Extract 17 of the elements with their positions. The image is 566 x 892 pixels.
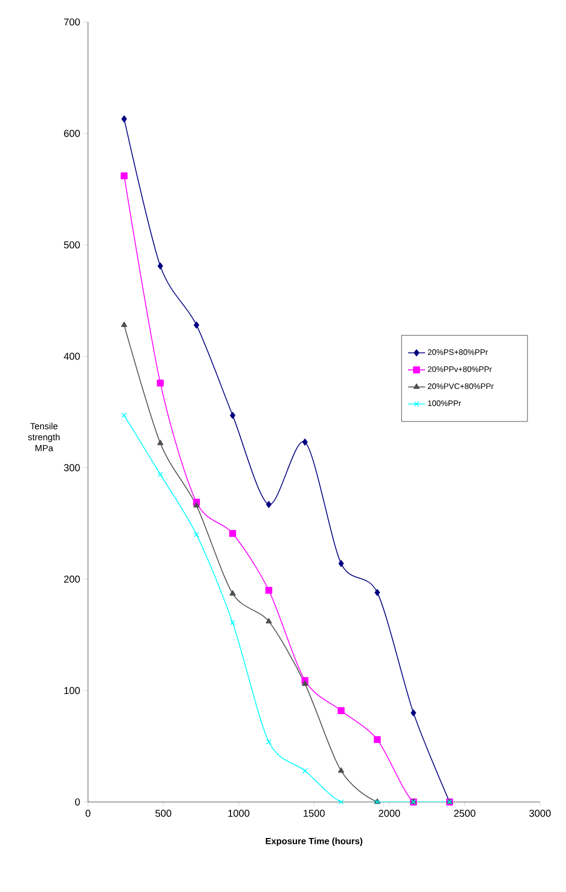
x-tick-label: 0 xyxy=(86,810,90,817)
x-tick-label: 500 xyxy=(155,810,172,817)
y-tick-label: 700 xyxy=(64,18,80,26)
y-axis-title: Tensile strength MPa xyxy=(28,422,60,452)
y-tick-label: 600 xyxy=(64,130,80,137)
x-tick-label: 2500 xyxy=(454,810,476,817)
y-tick-label: 0 xyxy=(75,798,80,806)
y-tick-label: 200 xyxy=(64,576,80,583)
y-tick-label: 100 xyxy=(64,687,80,694)
y-tick-label: 400 xyxy=(64,352,80,360)
x-tick-label: 3000 xyxy=(529,810,551,817)
x-axis-title: Exposure Time (hours) xyxy=(266,838,362,846)
x-tick-label: 1000 xyxy=(228,810,250,817)
x-tick-label: 1500 xyxy=(304,810,325,817)
x-tick-label: 2000 xyxy=(378,810,400,817)
y-tick-label: 300 xyxy=(64,464,80,472)
y-tick-label: 500 xyxy=(64,241,80,248)
